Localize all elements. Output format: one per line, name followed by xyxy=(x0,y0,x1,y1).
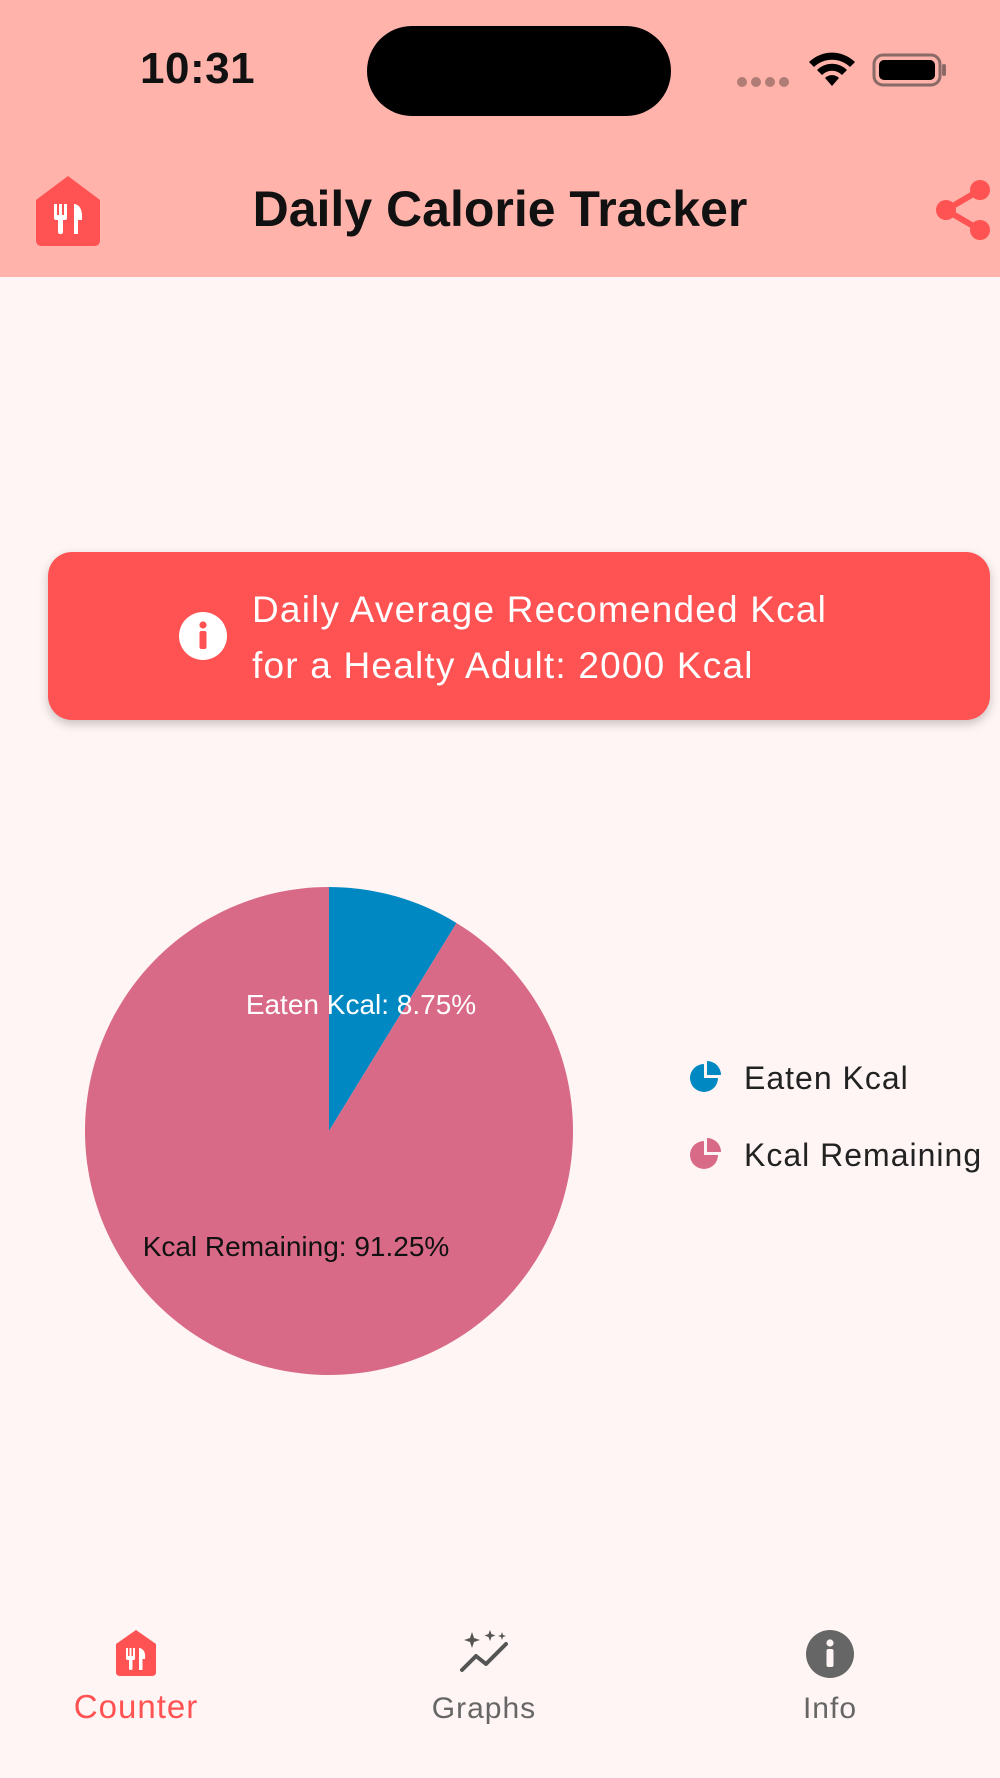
app-header: 10:31 Daily Calorie Tracker xyxy=(0,0,1000,277)
nav-counter[interactable]: Counter xyxy=(16,1600,256,1740)
home-utensils-icon xyxy=(116,1630,156,1676)
bottom-navigation: Counter Graphs Info xyxy=(0,1600,1000,1778)
kcal-pie-chart: Eaten Kcal: 8.75% Kcal Remaining: 91.25% xyxy=(84,887,573,1375)
signal-dots-icon xyxy=(737,77,789,87)
pie-slice-eaten xyxy=(329,887,457,1131)
nav-info[interactable]: Info xyxy=(710,1600,950,1740)
legend-label: Eaten Kcal xyxy=(744,1060,909,1096)
legend-item-remaining: Kcal Remaining xyxy=(688,1129,998,1185)
wifi-icon xyxy=(809,52,855,86)
banner-text: Daily Average Recomended Kcal for a Heal… xyxy=(252,582,952,694)
dynamic-island xyxy=(367,26,671,116)
chart-legend: Eaten Kcal Kcal Remaining xyxy=(688,1052,998,1206)
pie-chart-icon xyxy=(690,1138,721,1169)
home-utensils-icon xyxy=(36,176,100,246)
pie-chart-icon xyxy=(690,1061,721,1092)
nav-label: Counter xyxy=(73,1688,199,1725)
banner-line-1: Daily Average Recomended Kcal xyxy=(252,589,828,630)
nav-graphs[interactable]: Graphs xyxy=(364,1600,604,1740)
info-icon xyxy=(806,1630,854,1678)
pie-slice-label: Eaten Kcal: 8.75% xyxy=(246,989,476,1020)
status-time: 10:31 xyxy=(140,44,256,93)
sparkle-chart-icon xyxy=(460,1630,508,1672)
info-icon xyxy=(179,612,227,660)
banner-line-2: for a Healty Adult: 2000 Kcal xyxy=(252,645,754,686)
recommended-kcal-banner: Daily Average Recomended Kcal for a Heal… xyxy=(48,552,990,720)
legend-label: Kcal Remaining xyxy=(744,1137,983,1173)
legend-item-eaten: Eaten Kcal xyxy=(688,1052,998,1108)
page-title: Daily Calorie Tracker xyxy=(252,181,748,237)
pie-slice-remaining xyxy=(84,887,573,1375)
battery-icon xyxy=(872,53,946,87)
nav-label: Info xyxy=(802,1692,858,1725)
nav-label: Graphs xyxy=(431,1692,537,1725)
share-icon[interactable] xyxy=(930,178,994,242)
pie-slice-label: Kcal Remaining: 91.25% xyxy=(143,1231,450,1262)
